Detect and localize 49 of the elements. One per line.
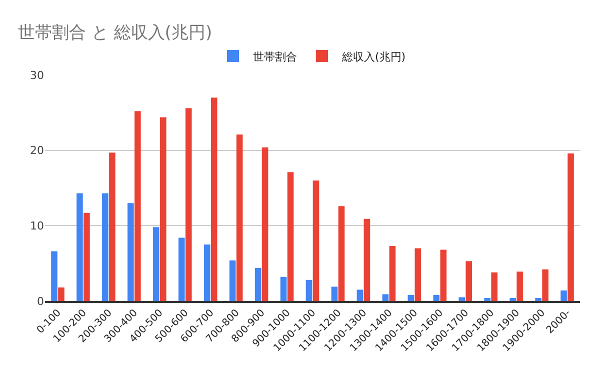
bar	[414, 248, 422, 301]
bar	[229, 260, 236, 301]
bar	[178, 238, 185, 301]
bar	[109, 152, 116, 301]
bar	[542, 269, 548, 301]
bar	[306, 280, 312, 301]
bar	[491, 272, 498, 301]
bar	[76, 193, 83, 301]
bar	[51, 251, 58, 301]
bar	[236, 134, 243, 301]
bar	[160, 117, 166, 301]
bar	[433, 294, 440, 301]
legend-label: 総収入(兆円)	[341, 50, 406, 64]
bar	[484, 298, 490, 301]
y-tick-label: 30	[30, 68, 44, 82]
bar	[440, 250, 447, 301]
bar	[128, 203, 134, 301]
bar	[458, 297, 466, 301]
bar	[516, 272, 523, 301]
bar	[152, 227, 160, 301]
bar	[338, 206, 345, 301]
bar	[466, 261, 472, 301]
y-tick-label: 0	[37, 294, 44, 308]
bar	[535, 298, 542, 301]
bar	[408, 294, 414, 301]
bar	[510, 298, 516, 301]
bar	[287, 172, 294, 301]
bar	[210, 98, 218, 301]
bar	[185, 108, 192, 301]
bar	[312, 180, 320, 301]
bar	[262, 147, 268, 301]
bar	[356, 290, 364, 301]
bar	[560, 290, 567, 301]
bar	[382, 294, 389, 301]
bar	[364, 218, 370, 301]
chart-title: 世帯割合 と 総収入(兆円)	[18, 22, 212, 43]
bar	[568, 153, 574, 301]
y-tick-label: 20	[30, 144, 44, 158]
bar	[254, 268, 262, 301]
bar	[204, 244, 210, 301]
bar	[389, 246, 396, 301]
bar	[134, 111, 141, 301]
bar	[331, 286, 338, 301]
bar	[102, 193, 108, 301]
legend-label: 世帯割合	[253, 50, 297, 64]
bar	[280, 276, 287, 301]
bar	[84, 212, 90, 301]
bar	[58, 287, 64, 301]
y-tick-label: 10	[30, 220, 44, 233]
